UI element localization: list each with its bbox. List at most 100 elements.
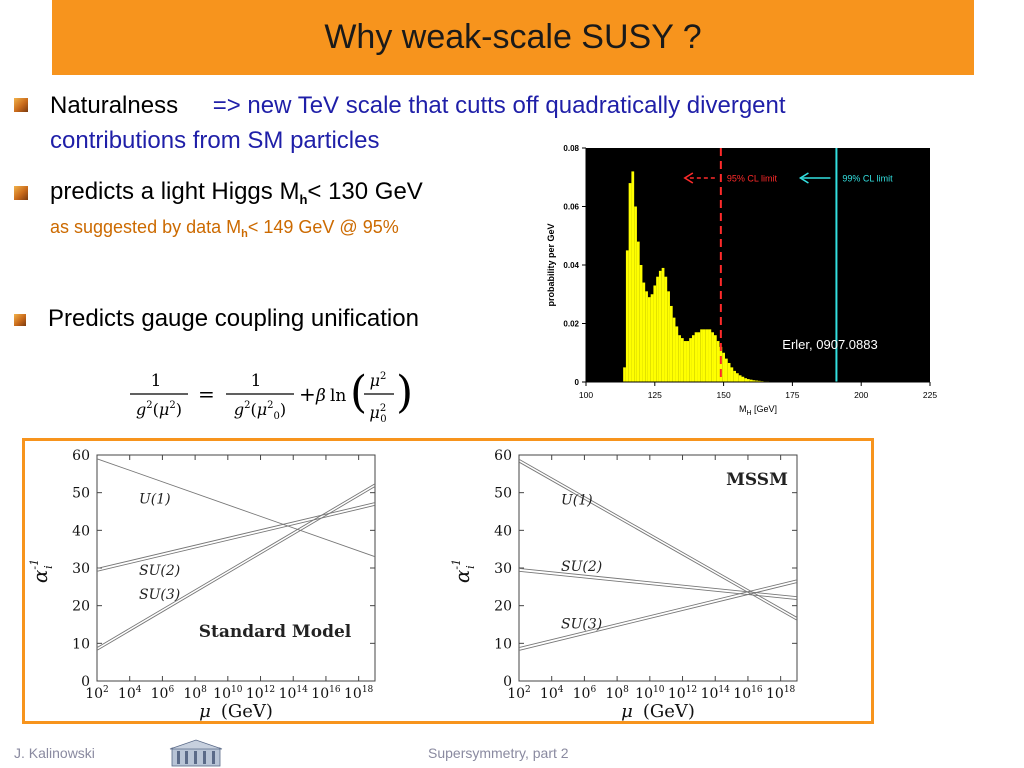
svg-text:ln: ln — [330, 386, 346, 406]
series-label: SU(3) — [561, 617, 602, 633]
histogram-bar — [755, 380, 758, 382]
svg-text:+: + — [299, 382, 316, 406]
histogram-bar — [653, 285, 657, 382]
unification-panel: 102 104 106 108 1010 1012 1014 1016 1018 0 10 20 30 4… — [22, 438, 874, 724]
x-tick-label: 1016 — [311, 685, 341, 702]
y-tick-label: 0.08 — [563, 144, 579, 153]
y-tick-label: 10 — [72, 636, 90, 652]
x-tick-label: 108 — [605, 685, 629, 702]
svg-text:μ2: μ2 — [370, 371, 387, 390]
svg-text:1: 1 — [251, 371, 262, 391]
x-tick-label: 104 — [118, 685, 142, 702]
mssm-chart: 102 104 106 108 1010 1012 1014 1016 1018 0 10 20 30 4… — [450, 448, 798, 721]
series-line — [518, 579, 798, 649]
y-tick-label: 30 — [72, 561, 90, 577]
histogram-bar — [694, 332, 698, 382]
series-line — [518, 570, 798, 600]
series-line — [96, 502, 376, 569]
light-higgs-sub: h — [299, 192, 308, 207]
naturalness-text: => new TeV scale that cutts off quadrati… — [212, 92, 786, 119]
x-tick-label: 175 — [785, 390, 799, 400]
x-tick-label: 1010 — [213, 685, 243, 702]
histogram-bar — [722, 352, 725, 382]
naturalness-label: Naturalness — [50, 92, 179, 119]
bullet-gauge-unification: Predicts gauge coupling unification — [48, 305, 419, 332]
y-tick-label: 60 — [494, 448, 512, 464]
histogram-bar — [716, 341, 720, 382]
histogram-bar — [719, 346, 723, 382]
histogram-bar — [631, 171, 635, 382]
cl99-label: 99% CL limit — [842, 174, 893, 184]
svg-text:=: = — [198, 382, 215, 406]
footer-author: J. Kalinowski — [14, 745, 95, 761]
x-tick-label: 150 — [717, 390, 731, 400]
x-axis-label: μ (GeV) — [621, 701, 695, 721]
svg-text:): ) — [396, 367, 413, 418]
y-tick-label: 0 — [503, 674, 512, 690]
histogram-bar — [661, 267, 665, 382]
svg-text:β: β — [315, 386, 326, 406]
data-suggestion-text: as suggested by data M — [50, 217, 242, 237]
histogram-bar — [642, 282, 646, 382]
y-tick-label: 30 — [494, 561, 512, 577]
svg-text:(: ( — [350, 367, 367, 418]
histogram-bar — [669, 305, 673, 382]
histogram-bar — [645, 291, 648, 382]
histogram-bar — [744, 378, 747, 382]
x-tick-label: 102 — [507, 685, 531, 702]
histogram-bar — [628, 183, 632, 382]
histogram-bar — [735, 373, 739, 382]
data-suggestion-sub: h — [241, 228, 248, 240]
x-tick-label: 102 — [85, 685, 109, 702]
histogram-bar — [746, 379, 750, 382]
y-axis-label: probability per GeV — [546, 223, 556, 306]
histogram-bar — [727, 362, 731, 382]
higgs-probability-chart: 95% CL limit 99% CL limit 100 125 150 175 200… — [546, 144, 937, 417]
series-line — [518, 568, 798, 598]
x-tick-label: 100 — [579, 390, 593, 400]
histogram-bar — [664, 276, 668, 382]
svg-text:g2(μ20): g2(μ20) — [234, 400, 286, 422]
histogram-bar — [700, 329, 703, 382]
series-label: U(1) — [561, 493, 593, 509]
data-suggestion-tail: < 149 GeV @ 95% — [247, 217, 399, 237]
bullet-icon — [14, 314, 26, 326]
x-tick-label: 106 — [151, 685, 175, 702]
series-line — [96, 486, 376, 651]
y-tick-label: 10 — [494, 636, 512, 652]
series-line — [96, 458, 376, 558]
y-tick-label: 0.04 — [563, 261, 579, 270]
x-tick-label: 1014 — [279, 685, 309, 702]
histogram-bar — [678, 335, 681, 382]
histogram-bar — [730, 367, 734, 382]
y-tick-label: 50 — [72, 486, 90, 502]
x-tick-label: 1016 — [733, 685, 763, 702]
histogram-bar — [650, 294, 654, 382]
light-higgs-tail: < 130 GeV — [307, 178, 423, 205]
histogram-bar — [639, 265, 643, 382]
chart-title: MSSM — [726, 470, 788, 490]
histogram-bar — [702, 329, 706, 382]
y-axis-label: α-1i — [450, 559, 477, 583]
y-axis-label: α-1i — [28, 559, 55, 583]
y-tick-label: 0 — [81, 674, 90, 690]
y-tick-label: 0.02 — [563, 320, 579, 329]
histogram-bar — [634, 206, 637, 382]
histogram-bar — [667, 291, 670, 382]
bullet-icon — [14, 98, 28, 112]
histogram-bar — [708, 329, 712, 382]
histogram-bar — [636, 241, 640, 382]
x-tick-label: 104 — [540, 685, 564, 702]
histogram-bar — [758, 380, 761, 382]
histogram-bar — [689, 338, 692, 382]
x-tick-label: 106 — [573, 685, 597, 702]
x-axis-label-unit: [GeV] — [752, 404, 778, 414]
x-tick-label: 1018 — [344, 685, 374, 702]
x-axis-label-sub: H — [746, 410, 751, 417]
histogram-bar — [658, 270, 662, 382]
y-tick-label: 20 — [494, 599, 512, 615]
y-tick-label: 0 — [575, 378, 580, 387]
y-tick-label: 20 — [72, 599, 90, 615]
x-tick-label: 200 — [854, 390, 868, 400]
x-tick-label: 1014 — [701, 685, 731, 702]
